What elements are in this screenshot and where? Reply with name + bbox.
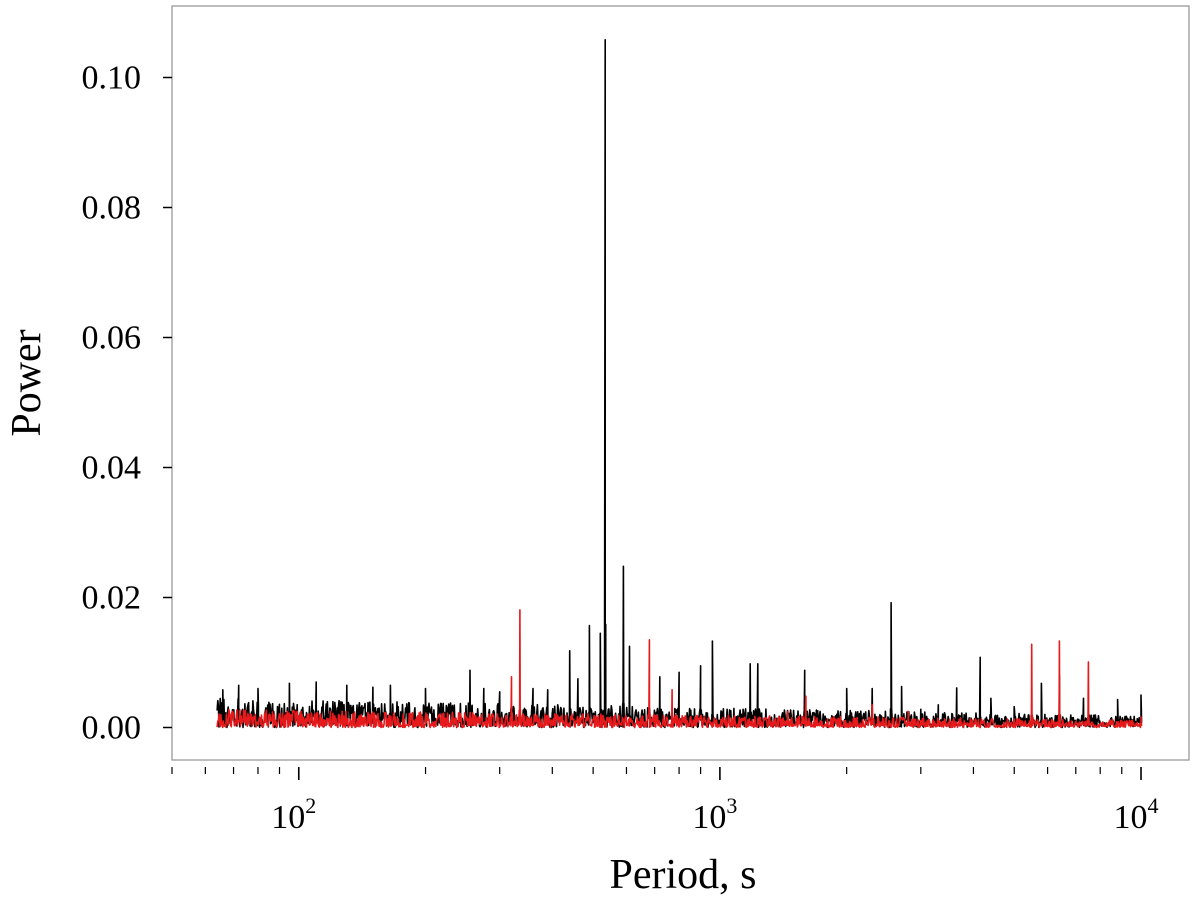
x-axis-title: Period, s [610,852,757,898]
x-axis: 102 103 104 [171,767,1159,836]
y-axis-title: Power [4,329,50,436]
series-layer [216,39,1143,729]
y-tick-label: 0.00 [82,710,142,747]
y-tick-label: 0.02 [82,580,142,617]
series-line-1 [216,39,1143,729]
y-tick-label: 0.08 [82,190,142,227]
y-tick-label: 0.04 [82,450,142,487]
y-tick-label: 0.10 [82,60,142,97]
series-line-2 [216,609,1143,729]
x-tick-label: 102 [271,793,316,836]
x-tick-label: 103 [692,793,737,836]
x-tick-label: 104 [1114,793,1159,836]
y-tick-label: 0.06 [82,320,142,357]
plot-frame [171,5,1190,761]
y-axis: 0.00 0.02 0.04 0.06 0.08 0.10 [82,60,172,747]
